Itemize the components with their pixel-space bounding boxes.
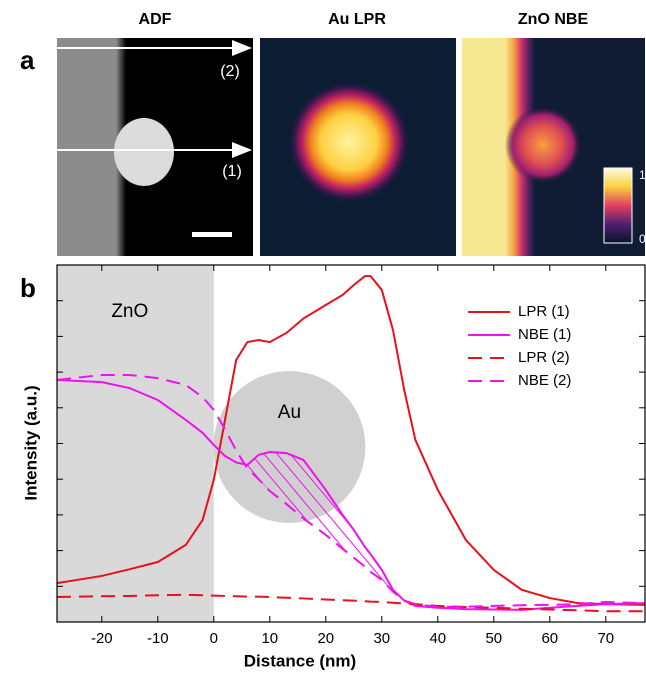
legend-label: NBE (2) xyxy=(518,372,571,389)
legend-label: LPR (2) xyxy=(518,349,570,366)
image-title: ADF xyxy=(139,11,172,28)
colorbar-label: 0 xyxy=(639,232,646,246)
y-axis-label: Intensity (a.u.) xyxy=(21,385,40,500)
legend-label: NBE (1) xyxy=(518,326,571,343)
x-tick-label: -10 xyxy=(147,630,169,647)
arrow-label: (1) xyxy=(222,163,242,180)
x-tick-label: 20 xyxy=(317,630,334,647)
colorbar-label: 1 xyxy=(639,168,646,182)
series-line xyxy=(57,373,645,609)
nbe-image xyxy=(462,38,645,256)
x-tick-label: 10 xyxy=(261,630,278,647)
x-axis-label: Distance (nm) xyxy=(244,651,356,670)
axes: -20 -10 0 10 20 30 40 50 60 70 LPR (1) NBE (1) LPR (… xyxy=(56,264,646,647)
panel-label: a xyxy=(20,45,35,75)
legend-label: LPR (1) xyxy=(518,303,570,320)
image-title: ZnO NBE xyxy=(518,11,589,28)
series-line xyxy=(57,593,645,613)
region-label: Au xyxy=(278,402,301,423)
series-line xyxy=(57,275,645,606)
x-tick-label: 50 xyxy=(485,630,502,647)
x-tick-label: -20 xyxy=(91,630,113,647)
panel-label: b xyxy=(20,273,36,303)
image-title: Au LPR xyxy=(328,11,386,28)
hatch-area xyxy=(247,452,393,592)
x-tick-label: 70 xyxy=(597,630,614,647)
plot-area: ZnO Au xyxy=(57,265,645,622)
au-particle xyxy=(213,371,366,523)
lpr-image xyxy=(260,38,456,256)
x-tick-label: 30 xyxy=(373,630,390,647)
arrow-label: (2) xyxy=(220,63,240,80)
x-tick-label: 60 xyxy=(541,630,558,647)
region-label: ZnO xyxy=(111,301,148,322)
x-tick-label: 0 xyxy=(210,630,218,647)
zno-region xyxy=(57,265,214,622)
series-line xyxy=(57,378,645,611)
x-tick-label: 40 xyxy=(429,630,446,647)
adf-image xyxy=(57,38,253,256)
